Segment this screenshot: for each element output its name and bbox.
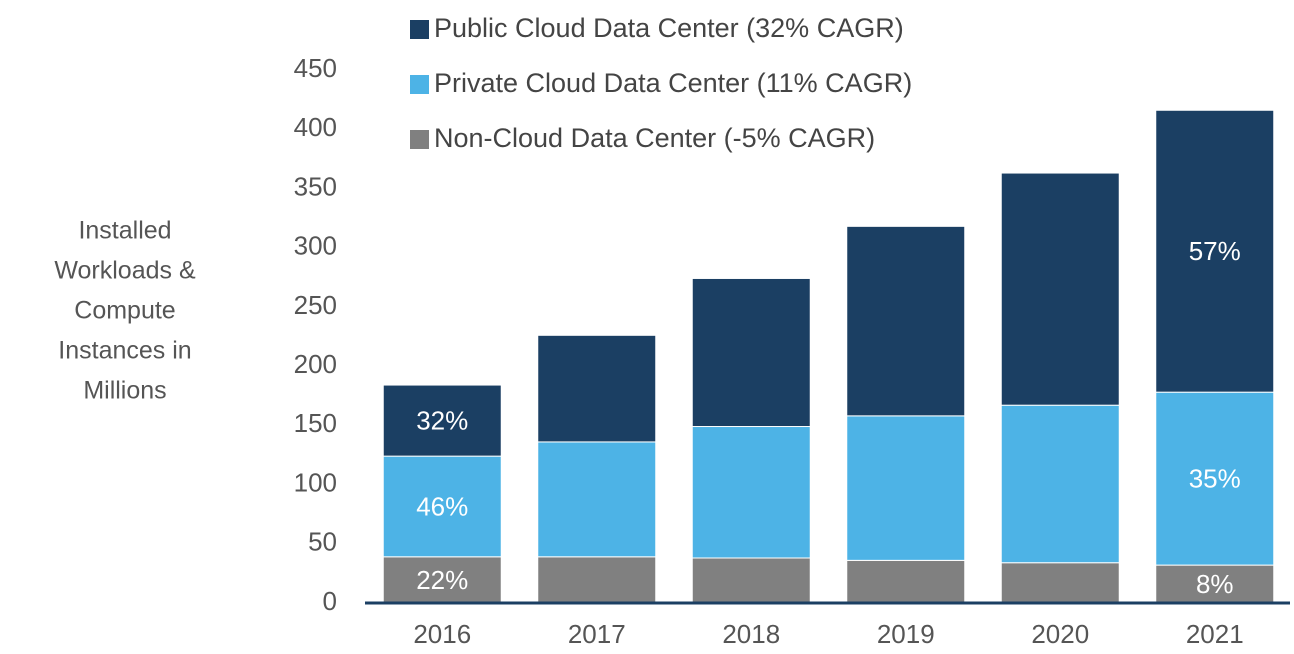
y-tick-label: 200 bbox=[294, 349, 337, 379]
y-tick-label: 0 bbox=[323, 586, 337, 616]
bar-segment bbox=[846, 415, 966, 561]
bar-segment bbox=[537, 556, 657, 604]
bar-segment bbox=[382, 556, 502, 604]
x-tick-label: 2018 bbox=[722, 619, 780, 649]
x-tick-label: 2016 bbox=[413, 619, 471, 649]
legend-label: Public Cloud Data Center (32% CAGR) bbox=[434, 13, 904, 43]
y-tick-label: 400 bbox=[294, 112, 337, 142]
data-label: 22% bbox=[416, 565, 468, 595]
y-tick-label: 100 bbox=[294, 467, 337, 497]
bar-segment bbox=[846, 559, 966, 604]
data-label: 46% bbox=[416, 491, 468, 521]
bar-segment bbox=[1155, 109, 1275, 393]
x-tick-label: 2020 bbox=[1031, 619, 1089, 649]
y-axis-label: Millions bbox=[83, 377, 166, 405]
bar-segment bbox=[1155, 391, 1275, 566]
y-tick-label: 300 bbox=[294, 231, 337, 261]
bar-segment bbox=[691, 557, 811, 604]
legend-swatch bbox=[410, 20, 429, 39]
data-label: 35% bbox=[1189, 464, 1241, 494]
y-axis-label: Instances in bbox=[58, 337, 191, 365]
data-label: 8% bbox=[1196, 569, 1234, 599]
y-axis-label: Installed bbox=[78, 217, 171, 245]
legend-label: Non-Cloud Data Center (-5% CAGR) bbox=[434, 123, 875, 153]
x-tick-label: 2017 bbox=[568, 619, 626, 649]
bar-segment bbox=[537, 441, 657, 558]
bar-segment bbox=[1000, 404, 1120, 564]
bar-segment bbox=[846, 225, 966, 417]
x-tick-label: 2021 bbox=[1186, 619, 1244, 649]
bar-segment bbox=[1000, 562, 1120, 604]
data-label: 32% bbox=[416, 405, 468, 435]
bar-segment bbox=[537, 334, 657, 443]
bar-segment bbox=[1000, 172, 1120, 406]
y-tick-label: 50 bbox=[308, 527, 337, 557]
y-tick-label: 350 bbox=[294, 171, 337, 201]
y-tick-label: 250 bbox=[294, 290, 337, 320]
bar-segment bbox=[382, 384, 502, 457]
bar-segment bbox=[691, 277, 811, 428]
bar-segment bbox=[691, 426, 811, 559]
y-tick-label: 450 bbox=[294, 53, 337, 83]
y-axis-label: Workloads & bbox=[54, 257, 196, 285]
y-tick-label: 150 bbox=[294, 408, 337, 438]
bar-segment bbox=[1155, 564, 1275, 604]
bar-segment bbox=[382, 455, 502, 558]
y-axis-label: Compute bbox=[74, 297, 175, 325]
legend-swatch bbox=[410, 130, 429, 149]
legend-label: Private Cloud Data Center (11% CAGR) bbox=[434, 68, 912, 98]
x-tick-label: 2019 bbox=[877, 619, 935, 649]
legend-swatch bbox=[410, 75, 429, 94]
data-label: 57% bbox=[1189, 236, 1241, 266]
